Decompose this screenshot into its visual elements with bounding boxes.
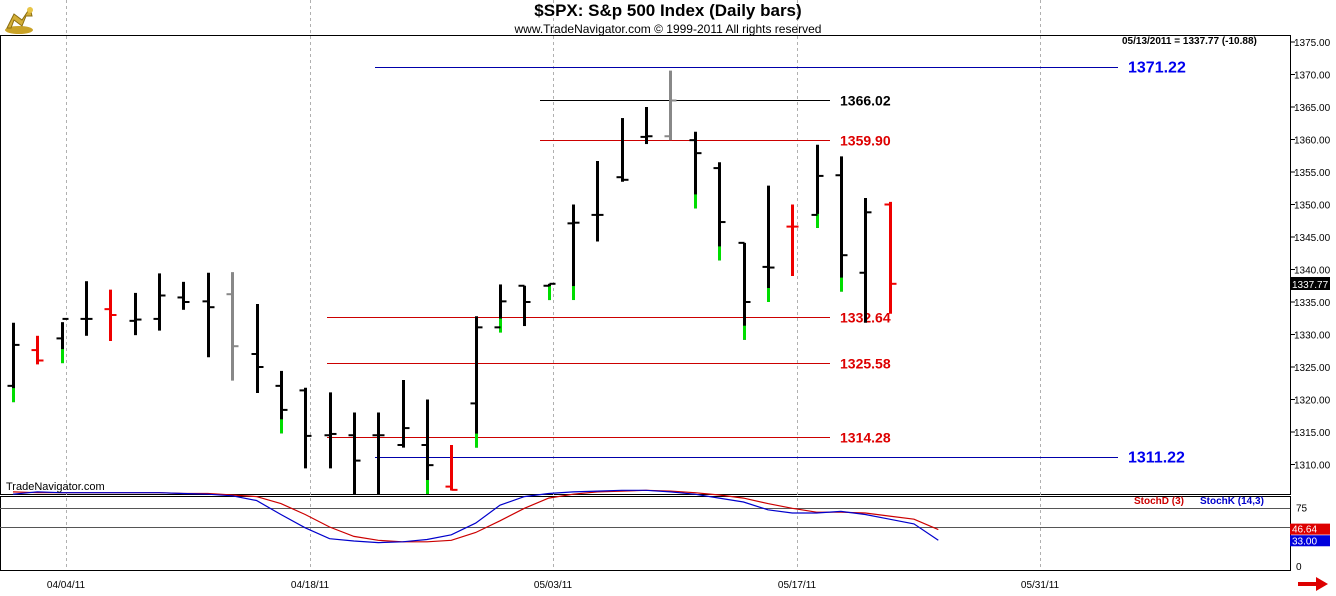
ohlc-bar [811, 144, 824, 228]
stoch-d-value: 46.64 [1292, 525, 1317, 536]
stochastic-panel [0, 489, 1290, 544]
stoch-frame [0, 496, 1291, 571]
ohlc-bar [713, 162, 726, 261]
axes: 04/04/11 04/18/11 05/03/11 05/17/11 05/31/11… [47, 38, 1331, 591]
stoch-k-value: 33.00 [1292, 536, 1317, 547]
price-tick-label: 1360.00 [1294, 136, 1331, 147]
stoch-k-box [1290, 535, 1330, 547]
ohlc-bar [859, 198, 872, 323]
ohlc-bar [494, 284, 507, 333]
ohlc-bar [31, 335, 44, 365]
stoch-tick-label: 75 [1296, 504, 1308, 515]
chart-title: $SPX: S&p 500 Index (Daily bars) [534, 1, 802, 20]
price-tick-label: 1365.00 [1294, 103, 1331, 114]
ohlc-bar [251, 303, 264, 393]
ohlc-bar [275, 370, 288, 434]
last-price-label: 1337.77 [1292, 280, 1329, 291]
ohlc-bar [324, 392, 337, 469]
ohlc-bar [616, 118, 629, 182]
level-label: 1371.22 [1128, 60, 1186, 77]
ohlc-bar [348, 412, 361, 494]
ohlc-bar [80, 281, 93, 336]
price-tick-label: 1350.00 [1294, 201, 1331, 212]
ohlc-bar [104, 289, 117, 341]
ohlc-bar [445, 445, 458, 491]
stoch-d-box [1290, 523, 1330, 535]
date-tick-label: 05/03/11 [534, 580, 573, 591]
ohlc-bar [738, 241, 751, 340]
price-tick-label: 1310.00 [1294, 461, 1331, 472]
ohlc-bar [786, 204, 799, 276]
ohlc-bar [372, 412, 385, 494]
stoch-d-line [12, 489, 939, 543]
price-tick-label: 1315.00 [1294, 428, 1331, 439]
date-tick-label: 04/18/11 [291, 580, 330, 591]
price-tick-label: 1330.00 [1294, 331, 1331, 342]
price-tick-label: 1370.00 [1294, 71, 1331, 82]
chart-grid [0, 0, 1291, 571]
price-tick-label: 1345.00 [1294, 233, 1331, 244]
ohlc-bar [129, 292, 142, 336]
price-tick-label: 1325.00 [1294, 363, 1331, 374]
red-right-arrow-icon[interactable] [1298, 577, 1328, 591]
ohlc-bar [567, 204, 580, 301]
last-price-box [1290, 276, 1330, 290]
level-label: 1311.22 [1128, 450, 1185, 467]
level-label: 1325.58 [840, 356, 891, 372]
price-tick-label: 1335.00 [1294, 298, 1331, 309]
gold-bull-logo-icon[interactable] [2, 2, 36, 36]
ohlc-bar [664, 70, 677, 141]
price-frame [0, 35, 1291, 495]
ohlc-bars [7, 70, 897, 494]
ohlc-bar [177, 281, 190, 310]
ohlc-bar [591, 160, 604, 242]
ohlc-bar [835, 156, 848, 292]
ohlc-bar [640, 107, 653, 145]
ohlc-bar [7, 322, 20, 403]
ohlc-bar [689, 131, 702, 209]
ohlc-bar [56, 317, 69, 364]
price-tick-label: 1320.00 [1294, 396, 1331, 407]
ohlc-bar [153, 273, 166, 331]
ohlc-bar [762, 185, 775, 302]
date-tick-label: 04/04/11 [47, 580, 86, 591]
ohlc-bar [884, 201, 897, 314]
date-tick-label: 05/31/11 [1021, 580, 1060, 591]
level-label: 1359.90 [840, 133, 891, 149]
stoch-d-legend: StochD (3) [1134, 496, 1184, 507]
date-tick-label: 05/17/11 [778, 580, 817, 591]
ohlc-bar [543, 282, 556, 301]
last-quote: 05/13/2011 = 1337.77 (-10.88) [1122, 36, 1257, 47]
price-tick-label: 1340.00 [1294, 266, 1331, 277]
watermark-text: TradeNavigator.com [6, 481, 105, 493]
price-tick-label: 1355.00 [1294, 168, 1331, 179]
stoch-k-line [12, 489, 939, 544]
ohlc-bar [518, 284, 531, 327]
copyright-text: www.TradeNavigator.com © 1999-2011 All r… [514, 22, 822, 36]
price-tick-label: 1375.00 [1294, 38, 1331, 49]
ohlc-bar [397, 380, 410, 448]
stoch-k-legend: StochK (14,3) [1200, 496, 1264, 507]
ohlc-bar [202, 272, 215, 358]
ohlc-bar [299, 387, 312, 469]
ohlc-bar [226, 272, 239, 381]
ohlc-bar [421, 399, 434, 494]
support-resistance-lines: 1371.221366.021359.901332.641325.581314.… [327, 60, 1186, 467]
stoch-tick-label: 0 [1296, 562, 1302, 573]
level-label: 1314.28 [840, 430, 891, 446]
level-label: 1366.02 [840, 93, 891, 109]
ohlc-bar [470, 316, 483, 448]
